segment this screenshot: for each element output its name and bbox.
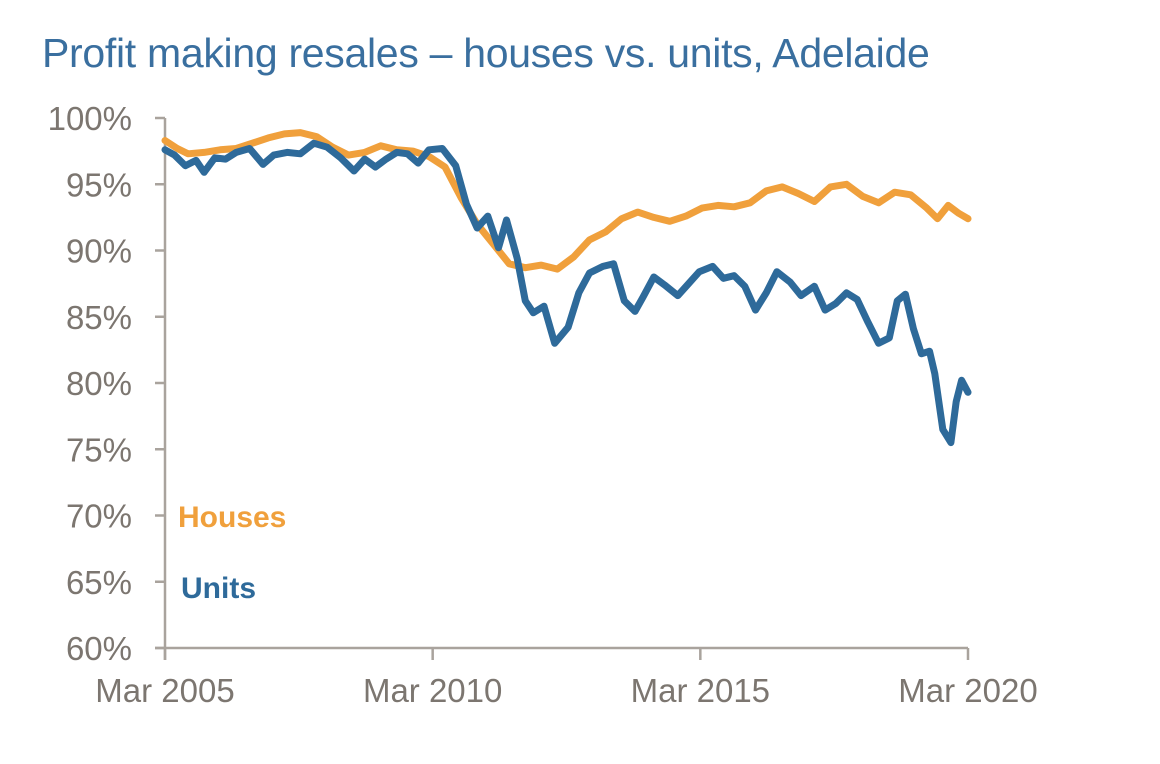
chart-axes <box>155 118 968 660</box>
series-line-houses <box>161 129 972 273</box>
x-tick-label: Mar 2005 <box>95 672 234 709</box>
y-tick-label: 95% <box>66 166 132 203</box>
y-axis-ticks: 100% 95% 90% 85% 80% 75% 70% 65% 60% <box>48 100 165 667</box>
series-lines <box>161 129 972 447</box>
y-tick-label: 80% <box>66 365 132 402</box>
legend-houses-label: Houses <box>178 501 286 534</box>
y-tick-label: 70% <box>66 498 132 535</box>
y-tick-label: 100% <box>48 100 132 137</box>
legend-units-label: Units <box>181 572 256 605</box>
chart-title: Profit making resales – houses vs. units… <box>42 30 930 76</box>
legend: Houses Units <box>178 501 286 605</box>
x-tick-label: Mar 2010 <box>363 672 502 709</box>
y-tick-label: 75% <box>66 431 132 468</box>
y-tick-label: 60% <box>66 630 132 667</box>
y-tick-label: 65% <box>66 564 132 601</box>
y-tick-label: 85% <box>66 299 132 336</box>
y-tick-label: 90% <box>66 233 132 270</box>
x-tick-label: Mar 2015 <box>631 672 770 709</box>
x-axis-ticks: Mar 2005 Mar 2010 Mar 2015 Mar 2020 <box>95 648 1038 709</box>
series-line-units <box>161 139 972 447</box>
x-tick-label: Mar 2020 <box>898 672 1037 709</box>
